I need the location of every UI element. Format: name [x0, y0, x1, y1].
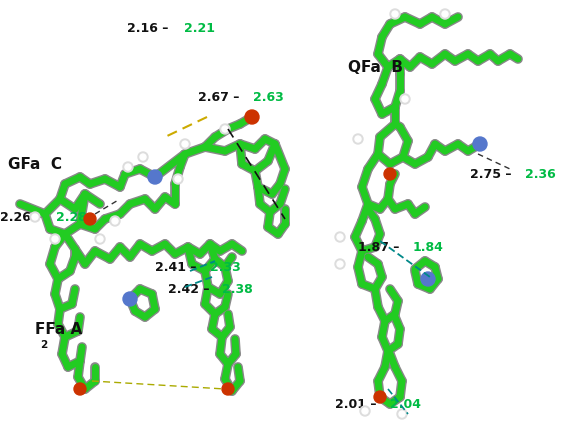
- Text: GFa  C: GFa C: [8, 157, 62, 172]
- Text: 2.36: 2.36: [525, 168, 556, 181]
- Text: 2.26 –: 2.26 –: [0, 211, 46, 224]
- Circle shape: [360, 406, 370, 416]
- Circle shape: [222, 383, 234, 395]
- Circle shape: [421, 272, 435, 286]
- Circle shape: [222, 127, 228, 133]
- Text: 2.33: 2.33: [210, 261, 241, 274]
- Circle shape: [384, 169, 396, 180]
- Circle shape: [74, 383, 86, 395]
- Circle shape: [50, 234, 60, 244]
- Text: 1.84: 1.84: [413, 241, 444, 254]
- Circle shape: [362, 408, 368, 414]
- Circle shape: [182, 141, 188, 148]
- Text: 2.21: 2.21: [184, 21, 215, 35]
- Circle shape: [440, 10, 450, 20]
- Circle shape: [337, 261, 343, 267]
- Circle shape: [180, 140, 190, 150]
- Circle shape: [245, 111, 259, 125]
- Text: 2: 2: [40, 339, 47, 349]
- Text: 2.38: 2.38: [222, 283, 253, 296]
- Circle shape: [335, 233, 345, 243]
- Circle shape: [175, 177, 181, 183]
- Text: 2.04: 2.04: [390, 398, 421, 410]
- Circle shape: [399, 411, 405, 417]
- Circle shape: [32, 215, 38, 220]
- Circle shape: [220, 125, 230, 135]
- Circle shape: [402, 97, 408, 103]
- Circle shape: [138, 153, 148, 162]
- Text: 2.16 –: 2.16 –: [127, 21, 173, 35]
- Circle shape: [337, 234, 343, 240]
- Circle shape: [173, 175, 183, 184]
- Circle shape: [355, 137, 361, 143]
- Text: 2.42 –: 2.42 –: [168, 283, 214, 296]
- Circle shape: [95, 234, 105, 244]
- Circle shape: [392, 12, 398, 18]
- Text: 2.67 –: 2.67 –: [198, 91, 244, 104]
- Circle shape: [112, 219, 118, 225]
- Circle shape: [97, 237, 103, 243]
- Circle shape: [353, 135, 363, 145]
- Text: 2.28: 2.28: [56, 211, 87, 224]
- Circle shape: [473, 138, 487, 152]
- Text: 2.75 –: 2.75 –: [470, 168, 516, 181]
- Circle shape: [397, 409, 407, 419]
- Text: 1.87 –: 1.87 –: [358, 241, 404, 254]
- Circle shape: [400, 95, 410, 105]
- Circle shape: [52, 237, 58, 243]
- Circle shape: [125, 165, 131, 171]
- Circle shape: [84, 213, 96, 226]
- Circle shape: [123, 292, 137, 306]
- Text: QFa  B: QFa B: [348, 60, 403, 75]
- Circle shape: [335, 259, 345, 269]
- Circle shape: [148, 171, 162, 184]
- Circle shape: [140, 155, 146, 161]
- Circle shape: [110, 216, 120, 226]
- Circle shape: [30, 212, 40, 223]
- Circle shape: [390, 10, 400, 20]
- Circle shape: [374, 391, 386, 403]
- Text: 2.01 –: 2.01 –: [335, 398, 381, 410]
- Text: FFa A: FFa A: [35, 322, 82, 337]
- Circle shape: [123, 162, 133, 173]
- Text: 2.63: 2.63: [253, 91, 284, 104]
- Text: 2.41 –: 2.41 –: [155, 261, 201, 274]
- Circle shape: [442, 12, 448, 18]
